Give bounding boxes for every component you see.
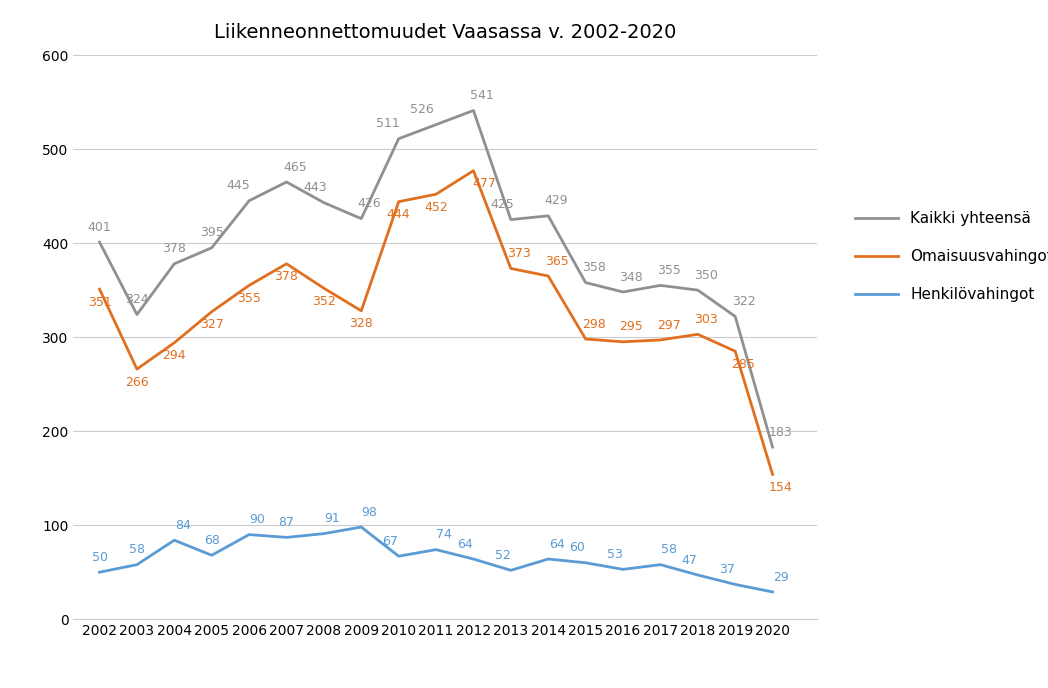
Text: 183: 183: [769, 426, 792, 439]
Text: 295: 295: [619, 321, 643, 334]
Text: 350: 350: [694, 269, 718, 282]
Text: 526: 526: [410, 103, 434, 116]
Text: 373: 373: [507, 247, 531, 260]
Text: 445: 445: [226, 180, 249, 193]
Text: 74: 74: [436, 528, 453, 541]
Text: 285: 285: [732, 358, 756, 371]
Text: 68: 68: [203, 534, 220, 547]
Text: 328: 328: [349, 317, 373, 330]
Text: 53: 53: [607, 548, 623, 561]
Title: Liikenneonnettomuudet Vaasassa v. 2002-2020: Liikenneonnettomuudet Vaasassa v. 2002-2…: [214, 23, 677, 43]
Text: 425: 425: [490, 198, 515, 211]
Text: 426: 426: [357, 197, 381, 211]
Text: 37: 37: [719, 563, 735, 576]
Text: 348: 348: [619, 270, 643, 283]
Text: 87: 87: [279, 516, 294, 529]
Text: 52: 52: [495, 549, 510, 562]
Text: 84: 84: [175, 519, 191, 532]
Text: 29: 29: [773, 570, 789, 583]
Text: 322: 322: [732, 295, 756, 308]
Text: 67: 67: [383, 535, 398, 548]
Text: 355: 355: [237, 292, 261, 305]
Text: 452: 452: [424, 201, 447, 214]
Text: 298: 298: [582, 318, 606, 331]
Text: 358: 358: [582, 261, 606, 275]
Text: 90: 90: [249, 513, 265, 526]
Text: 98: 98: [362, 506, 377, 519]
Text: 60: 60: [569, 541, 585, 555]
Text: 58: 58: [660, 544, 677, 557]
Text: 429: 429: [545, 195, 568, 208]
Text: 303: 303: [694, 313, 718, 326]
Text: 294: 294: [162, 350, 187, 362]
Text: 64: 64: [457, 538, 473, 550]
Text: 352: 352: [312, 294, 335, 308]
Text: 401: 401: [88, 221, 111, 234]
Legend: Kaikki yhteensä, Omaisuusvahingot, Henkilövahingot: Kaikki yhteensä, Omaisuusvahingot, Henki…: [848, 204, 1048, 310]
Text: 355: 355: [657, 264, 680, 277]
Text: 266: 266: [125, 376, 149, 389]
Text: 443: 443: [304, 182, 327, 194]
Text: 465: 465: [283, 160, 307, 173]
Text: 324: 324: [125, 293, 149, 306]
Text: 541: 541: [470, 89, 494, 103]
Text: 50: 50: [91, 551, 108, 564]
Text: 477: 477: [473, 177, 497, 190]
Text: 58: 58: [129, 544, 145, 557]
Text: 47: 47: [681, 554, 697, 567]
Text: 64: 64: [549, 538, 565, 550]
Text: 395: 395: [200, 226, 223, 239]
Text: 511: 511: [375, 118, 399, 131]
Text: 378: 378: [162, 242, 187, 255]
Text: 365: 365: [545, 255, 568, 268]
Text: 327: 327: [200, 318, 223, 331]
Text: 444: 444: [387, 208, 411, 221]
Text: 351: 351: [88, 296, 111, 309]
Text: 154: 154: [769, 481, 792, 494]
Text: 378: 378: [275, 270, 299, 283]
Text: 297: 297: [657, 319, 680, 332]
Text: 91: 91: [324, 513, 341, 526]
